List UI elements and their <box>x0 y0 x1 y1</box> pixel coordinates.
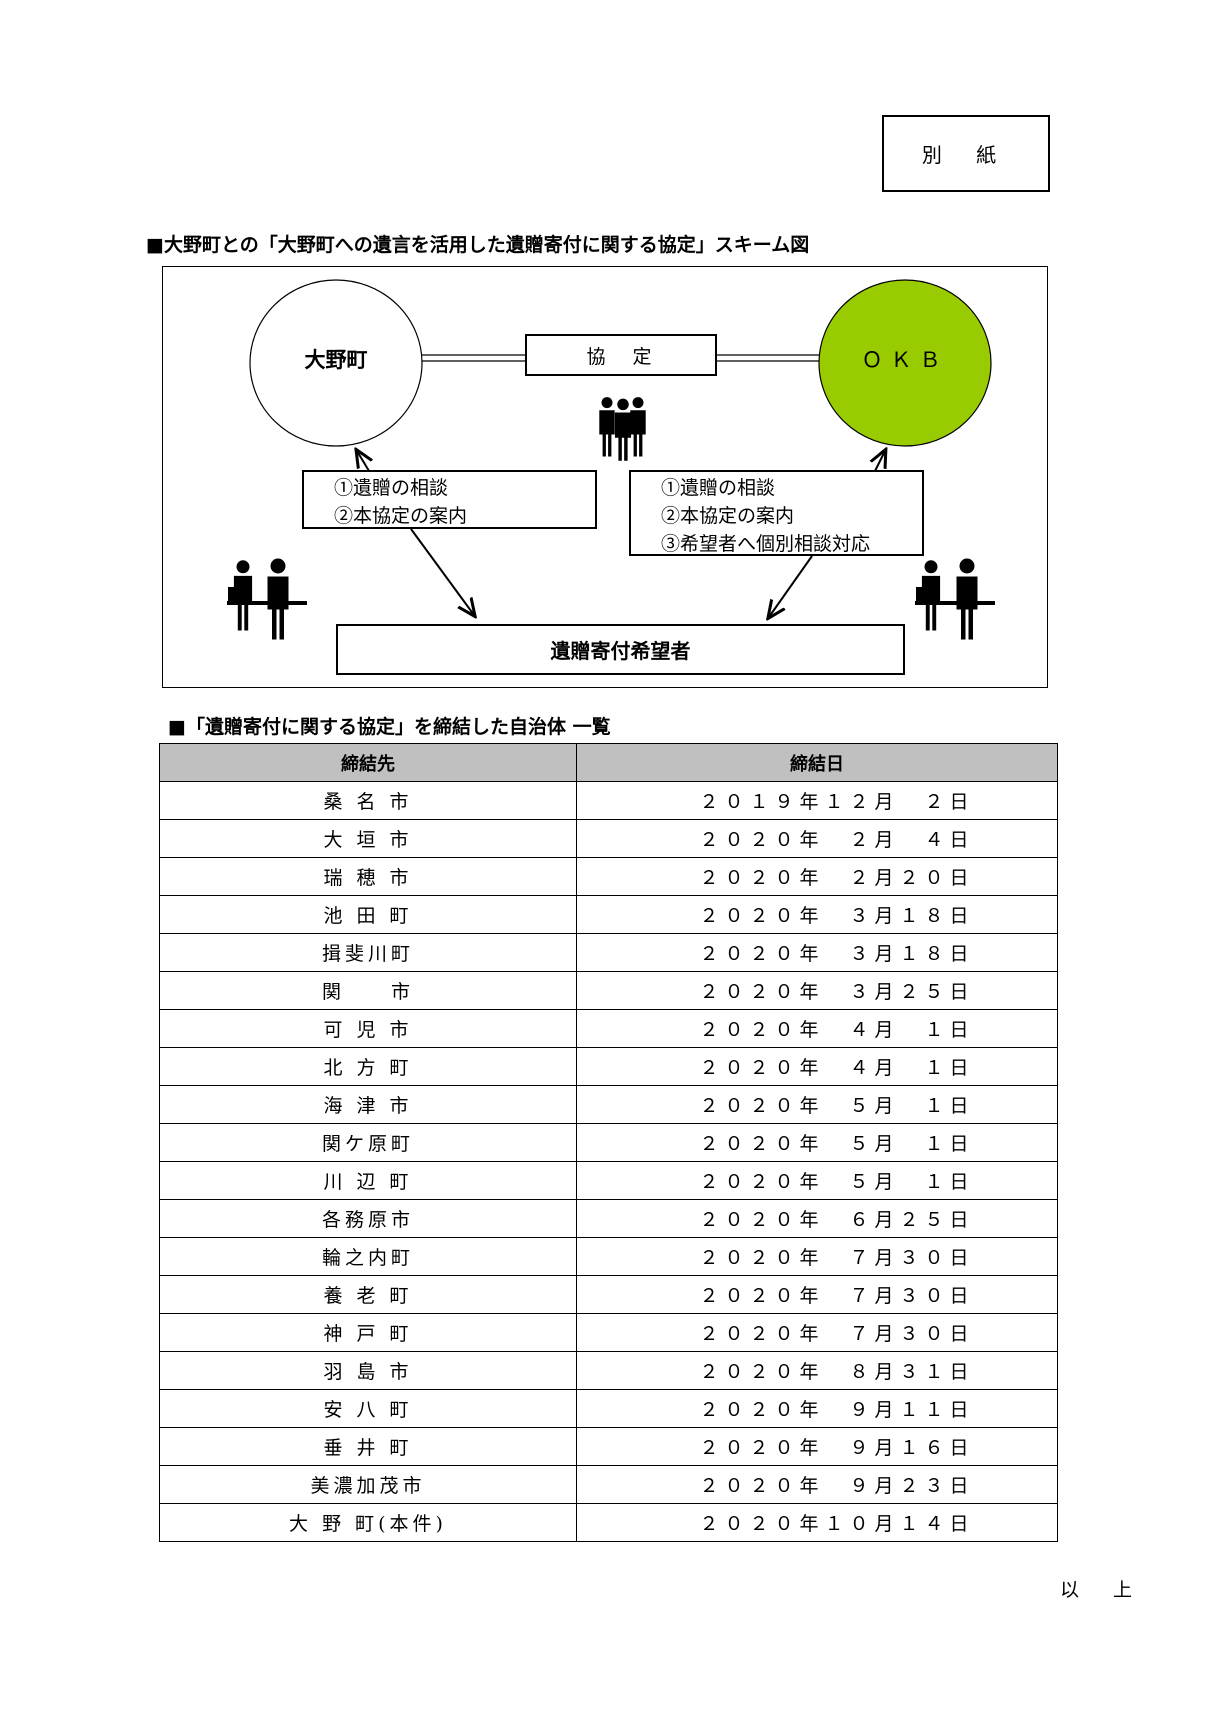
date-cell: ２０１９年１２月 ２日 <box>576 781 1058 820</box>
date-cell: ２０２０年 ７月３０日 <box>576 1275 1058 1314</box>
right-party-circle <box>818 279 992 447</box>
municipality-cell: 各務原市 <box>159 1199 577 1238</box>
reception-desk-icon-right <box>915 558 995 640</box>
table-row: 池 田 町 ２０２０年 ３月１８日 <box>159 895 1058 934</box>
table-row: 関 市 ２０２０年 ３月２５日 <box>159 971 1058 1010</box>
table-row: 羽 島 市 ２０２０年 ８月３１日 <box>159 1351 1058 1390</box>
municipality-cell: 北 方 町 <box>159 1047 577 1086</box>
applicant-box: 遺贈寄付希望者 <box>336 624 905 675</box>
reception-desk-icon-left <box>227 558 307 640</box>
table-row: 大 野 町(本件) ２０２０年１０月１４日 <box>159 1503 1058 1542</box>
table-row: 揖斐川町 ２０２０年 ３月１８日 <box>159 933 1058 972</box>
municipality-cell: 安 八 町 <box>159 1389 577 1428</box>
date-cell: ２０２０年 ７月３０日 <box>576 1237 1058 1276</box>
municipality-cell: 瑞 穂 市 <box>159 857 577 896</box>
agreement-line-left <box>422 354 526 362</box>
table-row: 川 辺 町 ２０２０年 ５月 １日 <box>159 1161 1058 1200</box>
municipality-cell: 羽 島 市 <box>159 1351 577 1390</box>
municipality-cell: 海 津 市 <box>159 1085 577 1124</box>
table-row: 各務原市 ２０２０年 ６月２５日 <box>159 1199 1058 1238</box>
left-box-item: ①遺贈の相談 <box>334 477 449 499</box>
date-cell: ２０２０年 ４月 １日 <box>576 1009 1058 1048</box>
municipality-cell: 関 市 <box>159 971 577 1010</box>
table-row: 神 戸 町 ２０２０年 ７月３０日 <box>159 1313 1058 1352</box>
business-people-icon <box>599 397 646 461</box>
date-cell: ２０２０年 ９月１６日 <box>576 1427 1058 1466</box>
right-party-label: ＯＫＢ <box>861 348 949 372</box>
left-box-item: ②本協定の案内 <box>334 505 468 527</box>
date-cell: ２０２０年 ７月３０日 <box>576 1313 1058 1352</box>
municipality-cell: 神 戸 町 <box>159 1313 577 1352</box>
date-cell: ２０２０年 ４月 １日 <box>576 1047 1058 1086</box>
municipality-cell: 養 老 町 <box>159 1275 577 1314</box>
municipality-cell: 輪之内町 <box>159 1237 577 1276</box>
date-cell: ２０２０年 ６月２５日 <box>576 1199 1058 1238</box>
table-row: 可 児 市 ２０２０年 ４月 １日 <box>159 1009 1058 1048</box>
table-row: 瑞 穂 市 ２０２０年 ２月２０日 <box>159 857 1058 896</box>
agreement-box: 協 定 <box>525 334 717 376</box>
municipality-cell: 大 野 町(本件) <box>159 1503 577 1542</box>
date-cell: ２０２０年 ５月 １日 <box>576 1161 1058 1200</box>
date-cell: ２０２０年 ８月３１日 <box>576 1351 1058 1390</box>
left-party-circle <box>249 279 423 447</box>
date-cell: ２０２０年 ５月 １日 <box>576 1085 1058 1124</box>
right-box-item: ①遺贈の相談 <box>661 477 776 499</box>
left-party-label: 大野町 <box>304 348 368 372</box>
arrow-to-applicant-right <box>769 555 813 617</box>
list-title: ■「遺贈寄付に関する協定」を締結した自治体 一覧 <box>168 716 611 738</box>
date-cell: ２０２０年１０月１４日 <box>576 1503 1058 1542</box>
table-header-row: 締結先 締結日 <box>159 743 1058 782</box>
municipality-cell: 垂 井 町 <box>159 1427 577 1466</box>
closing-mark: 以 上 <box>1060 1579 1147 1601</box>
diagram-graphics <box>227 279 995 640</box>
date-cell: ２０２０年 ３月１８日 <box>576 895 1058 934</box>
date-cell: ２０２０年 ３月１８日 <box>576 933 1058 972</box>
municipality-cell: 美濃加茂市 <box>159 1465 577 1504</box>
right-box-item: ③希望者へ個別相談対応 <box>661 533 871 555</box>
scheme-diagram: 大野町 ＯＫＢ 協 定 ①遺贈の相談 ②本協定の案内 ①遺贈の相談 ②本協定の案… <box>162 266 1048 688</box>
arrow-to-left-party <box>357 451 369 472</box>
municipality-cell: 桑 名 市 <box>159 781 577 820</box>
table-row: 美濃加茂市 ２０２０年 ９月２３日 <box>159 1465 1058 1504</box>
table-row: 養 老 町 ２０２０年 ７月３０日 <box>159 1275 1058 1314</box>
table-row: 輪之内町 ２０２０年 ７月３０日 <box>159 1237 1058 1276</box>
municipality-cell: 大 垣 市 <box>159 819 577 858</box>
date-cell: ２０２０年 ２月２０日 <box>576 857 1058 896</box>
agreement-line-right <box>716 354 820 362</box>
municipality-cell: 関ケ原町 <box>159 1123 577 1162</box>
table-row: 垂 井 町 ２０２０年 ９月１６日 <box>159 1427 1058 1466</box>
arrow-to-applicant-left <box>410 528 474 615</box>
right-box-item: ②本協定の案内 <box>661 505 795 527</box>
table-row: 桑 名 市 ２０１９年１２月 ２日 <box>159 781 1058 820</box>
agreement-municipalities-table: 締結先 締結日 桑 名 市 ２０１９年１２月 ２日大 垣 市 ２０２０年 ２月 ４日… <box>159 743 1058 1542</box>
attachment-label-box: 別 紙 <box>882 115 1050 192</box>
table-row: 大 垣 市 ２０２０年 ２月 ４日 <box>159 819 1058 858</box>
scheme-title: ■大野町との「大野町への遺言を活用した遺贈寄付に関する協定」スキーム図 <box>146 234 810 256</box>
table-row: 安 八 町 ２０２０年 ９月１１日 <box>159 1389 1058 1428</box>
attachment-label: 別 紙 <box>921 143 1011 167</box>
table-row: 北 方 町 ２０２０年 ４月 １日 <box>159 1047 1058 1086</box>
right-consultation-box: ①遺贈の相談 ②本協定の案内 ③希望者へ個別相談対応 <box>629 470 924 556</box>
municipality-cell: 池 田 町 <box>159 895 577 934</box>
date-cell: ２０２０年 ３月２５日 <box>576 971 1058 1010</box>
date-cell: ２０２０年 ９月１１日 <box>576 1389 1058 1428</box>
arrow-to-right-party <box>875 451 885 472</box>
header-date: 締結日 <box>576 743 1058 782</box>
municipality-cell: 川 辺 町 <box>159 1161 577 1200</box>
left-consultation-box: ①遺贈の相談 ②本協定の案内 <box>302 470 597 529</box>
header-partner: 締結先 <box>159 743 577 782</box>
date-cell: ２０２０年 ９月２３日 <box>576 1465 1058 1504</box>
date-cell: ２０２０年 ２月 ４日 <box>576 819 1058 858</box>
table-row: 海 津 市 ２０２０年 ５月 １日 <box>159 1085 1058 1124</box>
date-cell: ２０２０年 ５月 １日 <box>576 1123 1058 1162</box>
municipality-cell: 揖斐川町 <box>159 933 577 972</box>
municipality-cell: 可 児 市 <box>159 1009 577 1048</box>
table-row: 関ケ原町 ２０２０年 ５月 １日 <box>159 1123 1058 1162</box>
